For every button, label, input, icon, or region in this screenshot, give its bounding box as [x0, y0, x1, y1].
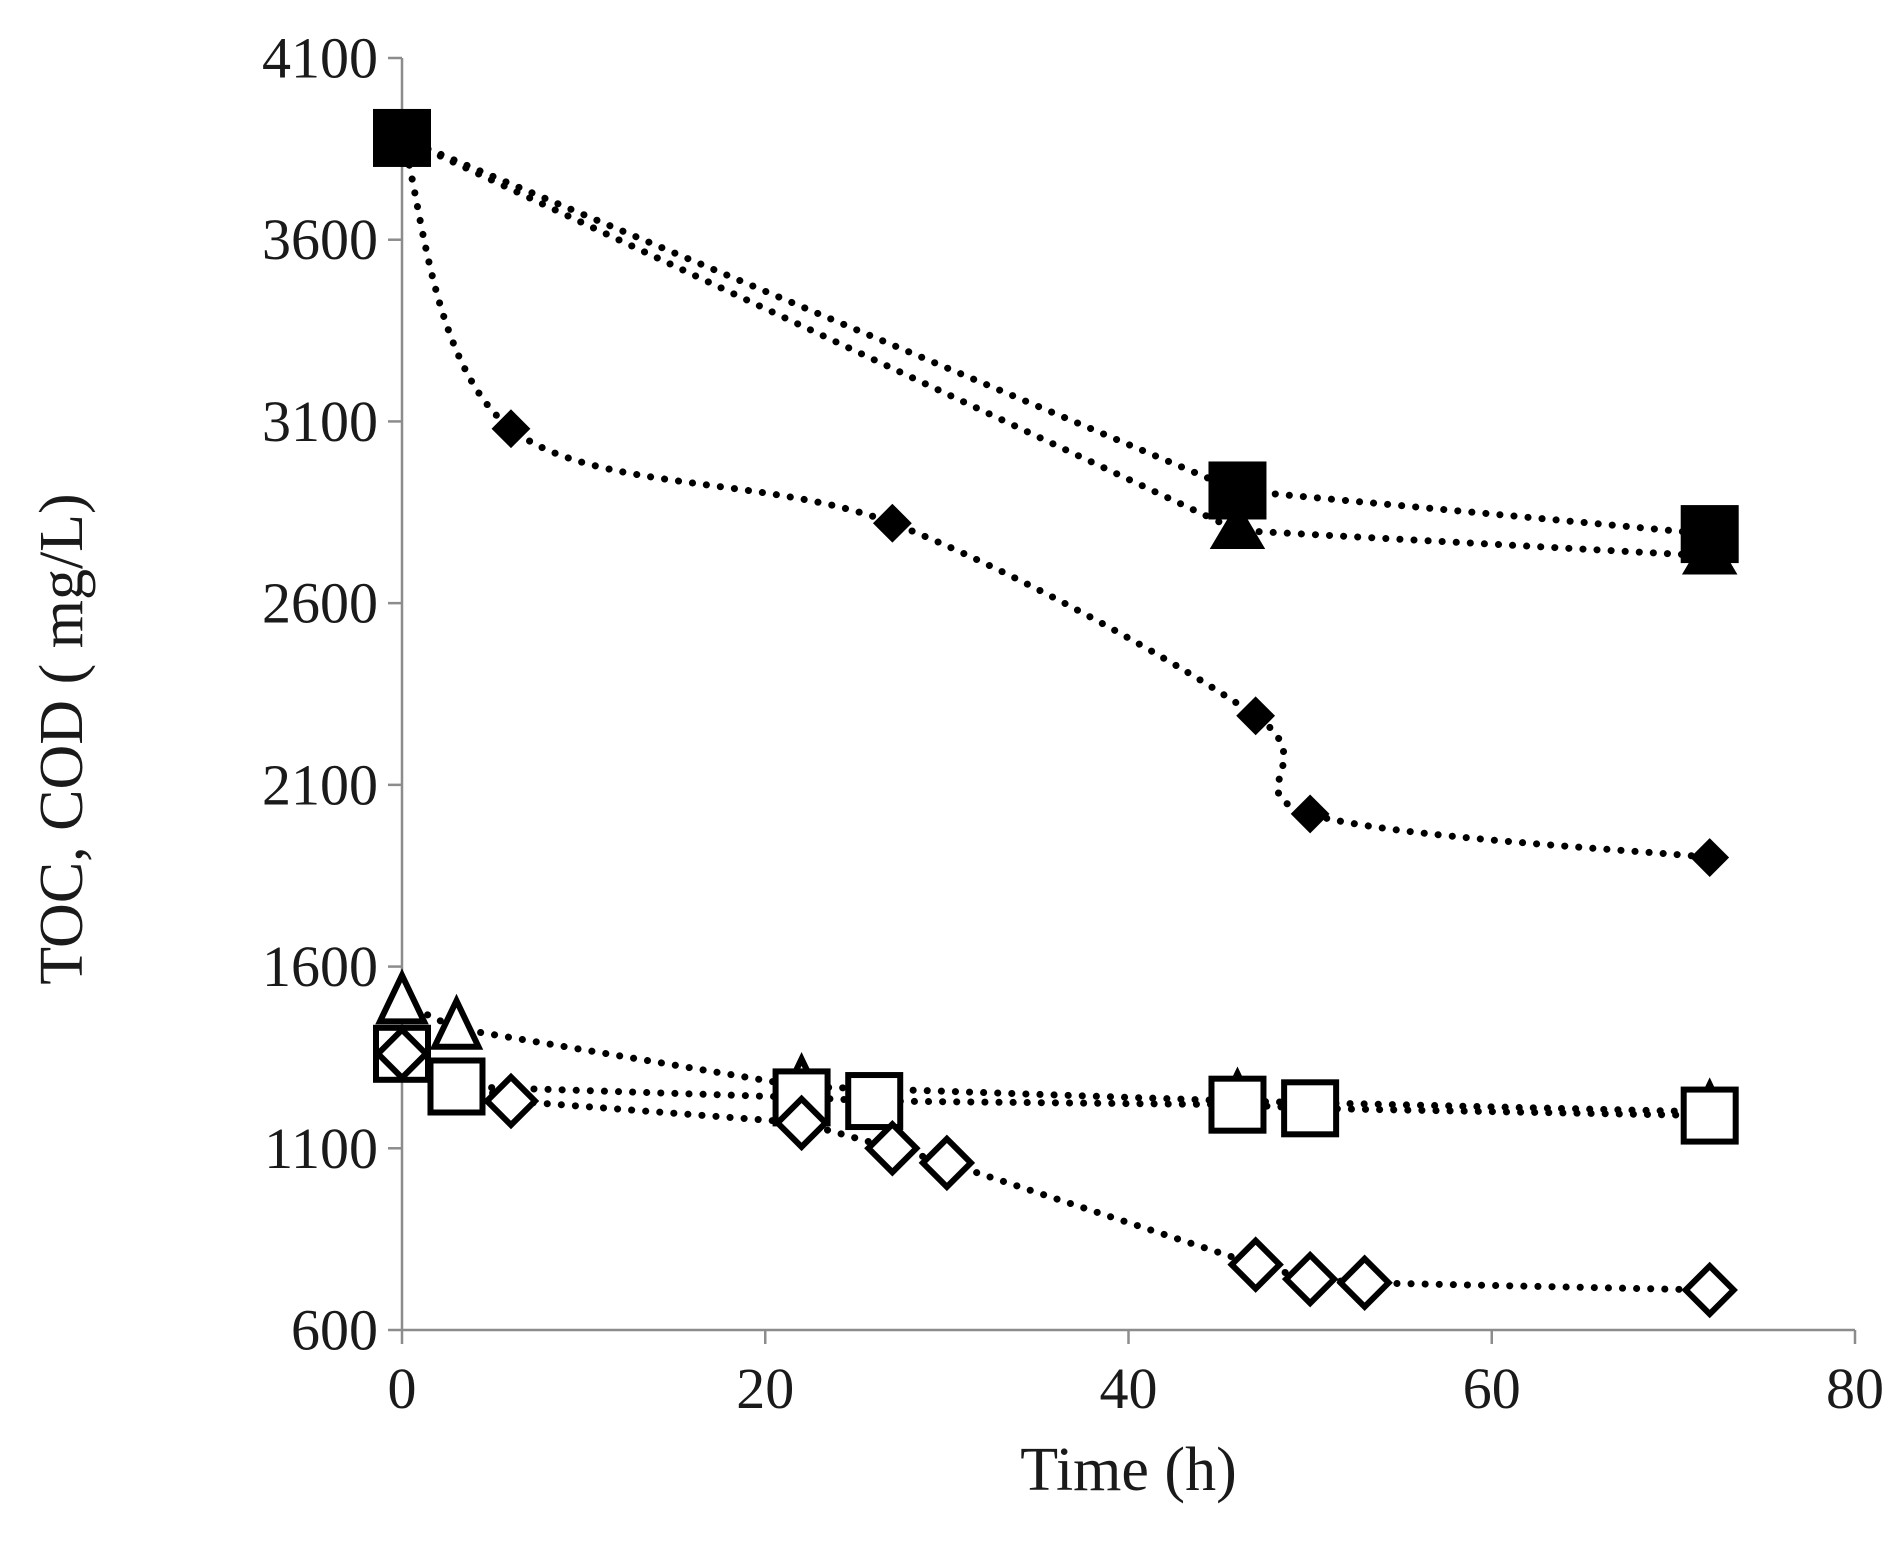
series-2-point: [1236, 696, 1276, 736]
series-0-line: [398, 134, 1714, 538]
y-tick-label: 1100: [264, 1116, 378, 1181]
x-tick-label: 0: [388, 1356, 417, 1421]
x-tick-label: 80: [1826, 1356, 1884, 1421]
series-1-point: [1209, 502, 1266, 550]
series-5-point: [482, 1072, 540, 1130]
series-5-point: [373, 1025, 431, 1083]
series-5-point: [1336, 1254, 1393, 1311]
series-5-line: [398, 1050, 1714, 1294]
series-5-point: [1281, 1250, 1339, 1308]
series-lines: [398, 134, 1714, 1294]
series-markers: [373, 108, 1739, 1319]
y-tick-label: 3600: [262, 207, 378, 272]
series-4-point: [1281, 1079, 1340, 1138]
series-5-point: [918, 1134, 976, 1192]
series-2-point: [1290, 794, 1330, 834]
x-axis-title: Time (h): [1020, 1436, 1236, 1504]
axis-labels: 600 1100 1600 2100 2600 3100 3600 4100 0 20 40 60 80…: [28, 26, 1884, 1505]
y-tick-label: 2600: [262, 571, 378, 636]
series-3-point: [429, 993, 484, 1050]
series-4-line: [398, 1050, 1714, 1120]
x-tick-label: 20: [736, 1356, 794, 1421]
series-4-point: [427, 1057, 486, 1116]
series-5-point: [1227, 1236, 1284, 1293]
series-5-point: [864, 1120, 921, 1177]
y-tick-label: 600: [291, 1298, 378, 1363]
y-tick-label: 4100: [262, 26, 378, 91]
series-3-line: [398, 999, 1714, 1116]
series-5-point: [1681, 1261, 1738, 1319]
series-4-point: [845, 1072, 904, 1131]
y-tick-label: 1600: [262, 934, 378, 999]
series-1-line: [398, 134, 1714, 560]
series-1-point: [1681, 527, 1738, 575]
series-4-point: [1208, 1075, 1267, 1134]
series-3-point: [375, 968, 429, 1025]
series-5-point: [773, 1094, 830, 1152]
series-2-point: [1690, 838, 1730, 877]
y-tick-label: 2100: [262, 752, 378, 817]
y-axis-title: TOC, COD ( mg/L): [28, 493, 96, 984]
axes: [388, 56, 1857, 1344]
series-2-point: [491, 409, 531, 449]
series-2-point: [382, 118, 422, 158]
y-tick-label: 3100: [262, 389, 378, 454]
x-tick-label: 60: [1463, 1356, 1521, 1421]
series-2-line: [398, 134, 1714, 861]
series-4-point: [1680, 1086, 1739, 1145]
x-tick-label: 40: [1100, 1356, 1158, 1421]
series-2-point: [872, 503, 912, 543]
